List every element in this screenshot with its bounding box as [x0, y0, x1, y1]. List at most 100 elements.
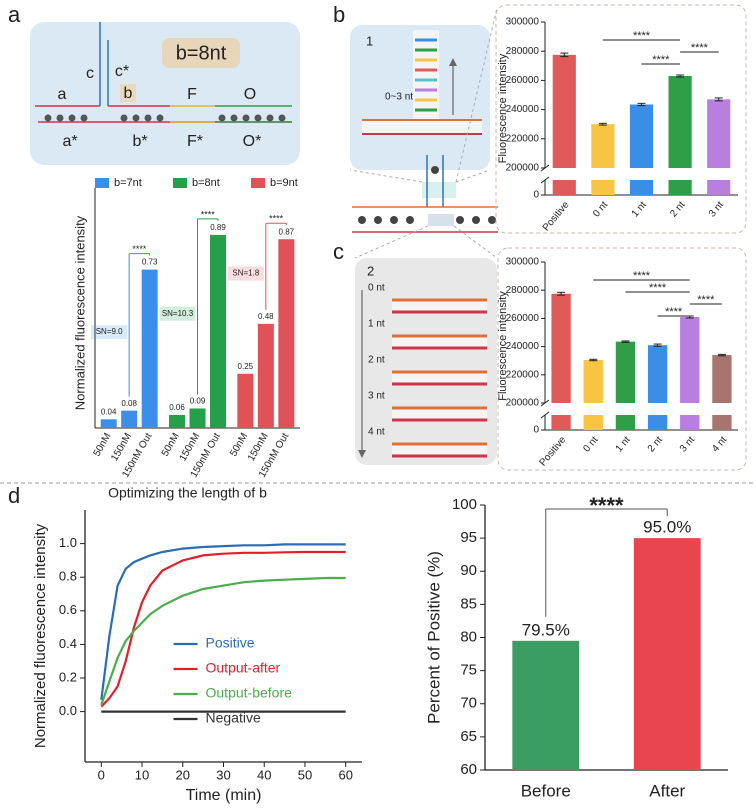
bar: [169, 414, 185, 428]
bar: [100, 419, 117, 428]
y-axis-title: Normalized fluorescence intensity: [72, 215, 87, 410]
bar-lower: [680, 415, 700, 430]
x-tick-label: 1 nt: [614, 434, 633, 454]
bar: [257, 323, 274, 428]
value-label: 0.73: [142, 258, 158, 267]
panel-label: a: [8, 2, 21, 27]
y-tick-label: 0.6: [59, 602, 77, 617]
arrow-head: [449, 58, 457, 66]
bar: [237, 373, 254, 428]
value-label: 0.87: [279, 227, 295, 236]
x-tick-label: 30: [216, 767, 230, 782]
row-label: 0 nt: [368, 283, 385, 294]
strand-label: a*: [62, 133, 77, 150]
legend-label: b=7nt: [114, 177, 142, 189]
x-tick-label: 60: [338, 767, 352, 782]
significance: ****: [633, 30, 651, 42]
legend-label: Negative: [206, 710, 261, 726]
strand-label: b: [124, 85, 133, 102]
x-tick-label: 4 nt: [710, 434, 729, 454]
bar-lower: [583, 415, 603, 430]
bar-lower: [615, 415, 636, 430]
diagram-a: b=8nt a c c* b F O a* b* F* O*: [30, 22, 300, 165]
strand-label: F: [187, 86, 197, 103]
significance: ****: [132, 244, 147, 254]
y-tick-label: 0.0: [59, 703, 77, 718]
bar-lower: [551, 415, 571, 430]
bar: [210, 234, 226, 428]
legend-label: Output-before: [206, 685, 293, 701]
callout-lines: [349, 7, 498, 259]
sn-label: SN=10.3: [162, 309, 194, 318]
sn-box: [91, 325, 128, 340]
y-tick-label: 240000: [506, 341, 540, 352]
axis-break: [540, 176, 550, 184]
y-axis-title: Percent of Positive (%): [424, 551, 443, 724]
y-tick-label: 60: [460, 761, 477, 778]
significance: ****: [201, 209, 216, 219]
strand-label: b*: [132, 133, 147, 150]
significance: ****: [649, 282, 667, 294]
bar-lower: [647, 415, 668, 430]
x-tick-label: 0 nt: [591, 199, 610, 219]
bar: [633, 538, 701, 770]
highlight: [422, 182, 456, 198]
sn-box: [227, 266, 264, 281]
dots: [44, 114, 286, 122]
y-tick-label: 280000: [506, 285, 540, 296]
y-tick-label: 0: [533, 425, 539, 436]
bar: [121, 410, 138, 428]
y-tick-label: 0.8: [59, 569, 77, 584]
highlight: [120, 84, 136, 102]
y-axis-title: Fluorescence intensity: [497, 291, 509, 401]
bar: [668, 76, 692, 168]
strand-label: F*: [187, 133, 203, 150]
x-tick-label: Before: [521, 781, 571, 800]
bar: [712, 355, 732, 403]
y-tick-label: 85: [460, 595, 477, 612]
bar: [629, 104, 654, 168]
x-tick-label: Positive: [541, 199, 572, 233]
dot: [431, 166, 439, 174]
y-tick-label: 95: [460, 529, 477, 546]
value-label: 79.5%: [522, 620, 570, 639]
label-box: [162, 38, 240, 68]
bar: [707, 99, 731, 168]
y-tick-label: 0.4: [59, 636, 77, 651]
x-tick-label: Positive: [537, 434, 568, 468]
y-tick-label: 220000: [506, 133, 540, 144]
line: [100, 543, 346, 700]
diagram-number: 2: [367, 263, 374, 278]
bar: [552, 54, 576, 168]
bar: [512, 640, 580, 770]
x-axis-title: Optimizing the length of b: [108, 485, 267, 501]
sn-label: SN=9.0: [96, 327, 123, 336]
legend-swatch: [95, 178, 109, 188]
x-tick-label: 0: [98, 767, 105, 782]
diagram-number: 1: [366, 33, 373, 48]
y-tick-label: 220000: [506, 369, 540, 380]
y-tick-label: 90: [460, 562, 477, 579]
axis-break: [540, 411, 550, 419]
line: [100, 550, 346, 708]
significance: ****: [697, 294, 715, 306]
significance: ****: [633, 270, 651, 282]
value-label: 0.08: [121, 399, 137, 408]
y-tick-label: 200000: [506, 163, 540, 174]
line: [100, 576, 346, 706]
row-label: 1 nt: [368, 319, 385, 330]
rungs: [415, 38, 437, 112]
significance: ****: [665, 306, 683, 318]
significance: ****: [652, 54, 670, 66]
panel-label: b: [333, 2, 345, 27]
y-tick-label: 70: [460, 695, 477, 712]
bar-lower: [591, 180, 615, 195]
diagram-b: 1 0~3 nt: [350, 25, 490, 170]
x-tick-label: 0 nt: [581, 434, 600, 454]
x-tick-label: 20: [176, 767, 190, 782]
arrow-head: [358, 450, 366, 458]
strand-label: c: [86, 65, 94, 82]
y-tick-label: 0.2: [59, 669, 77, 684]
y-tick-label: 260000: [506, 75, 540, 86]
